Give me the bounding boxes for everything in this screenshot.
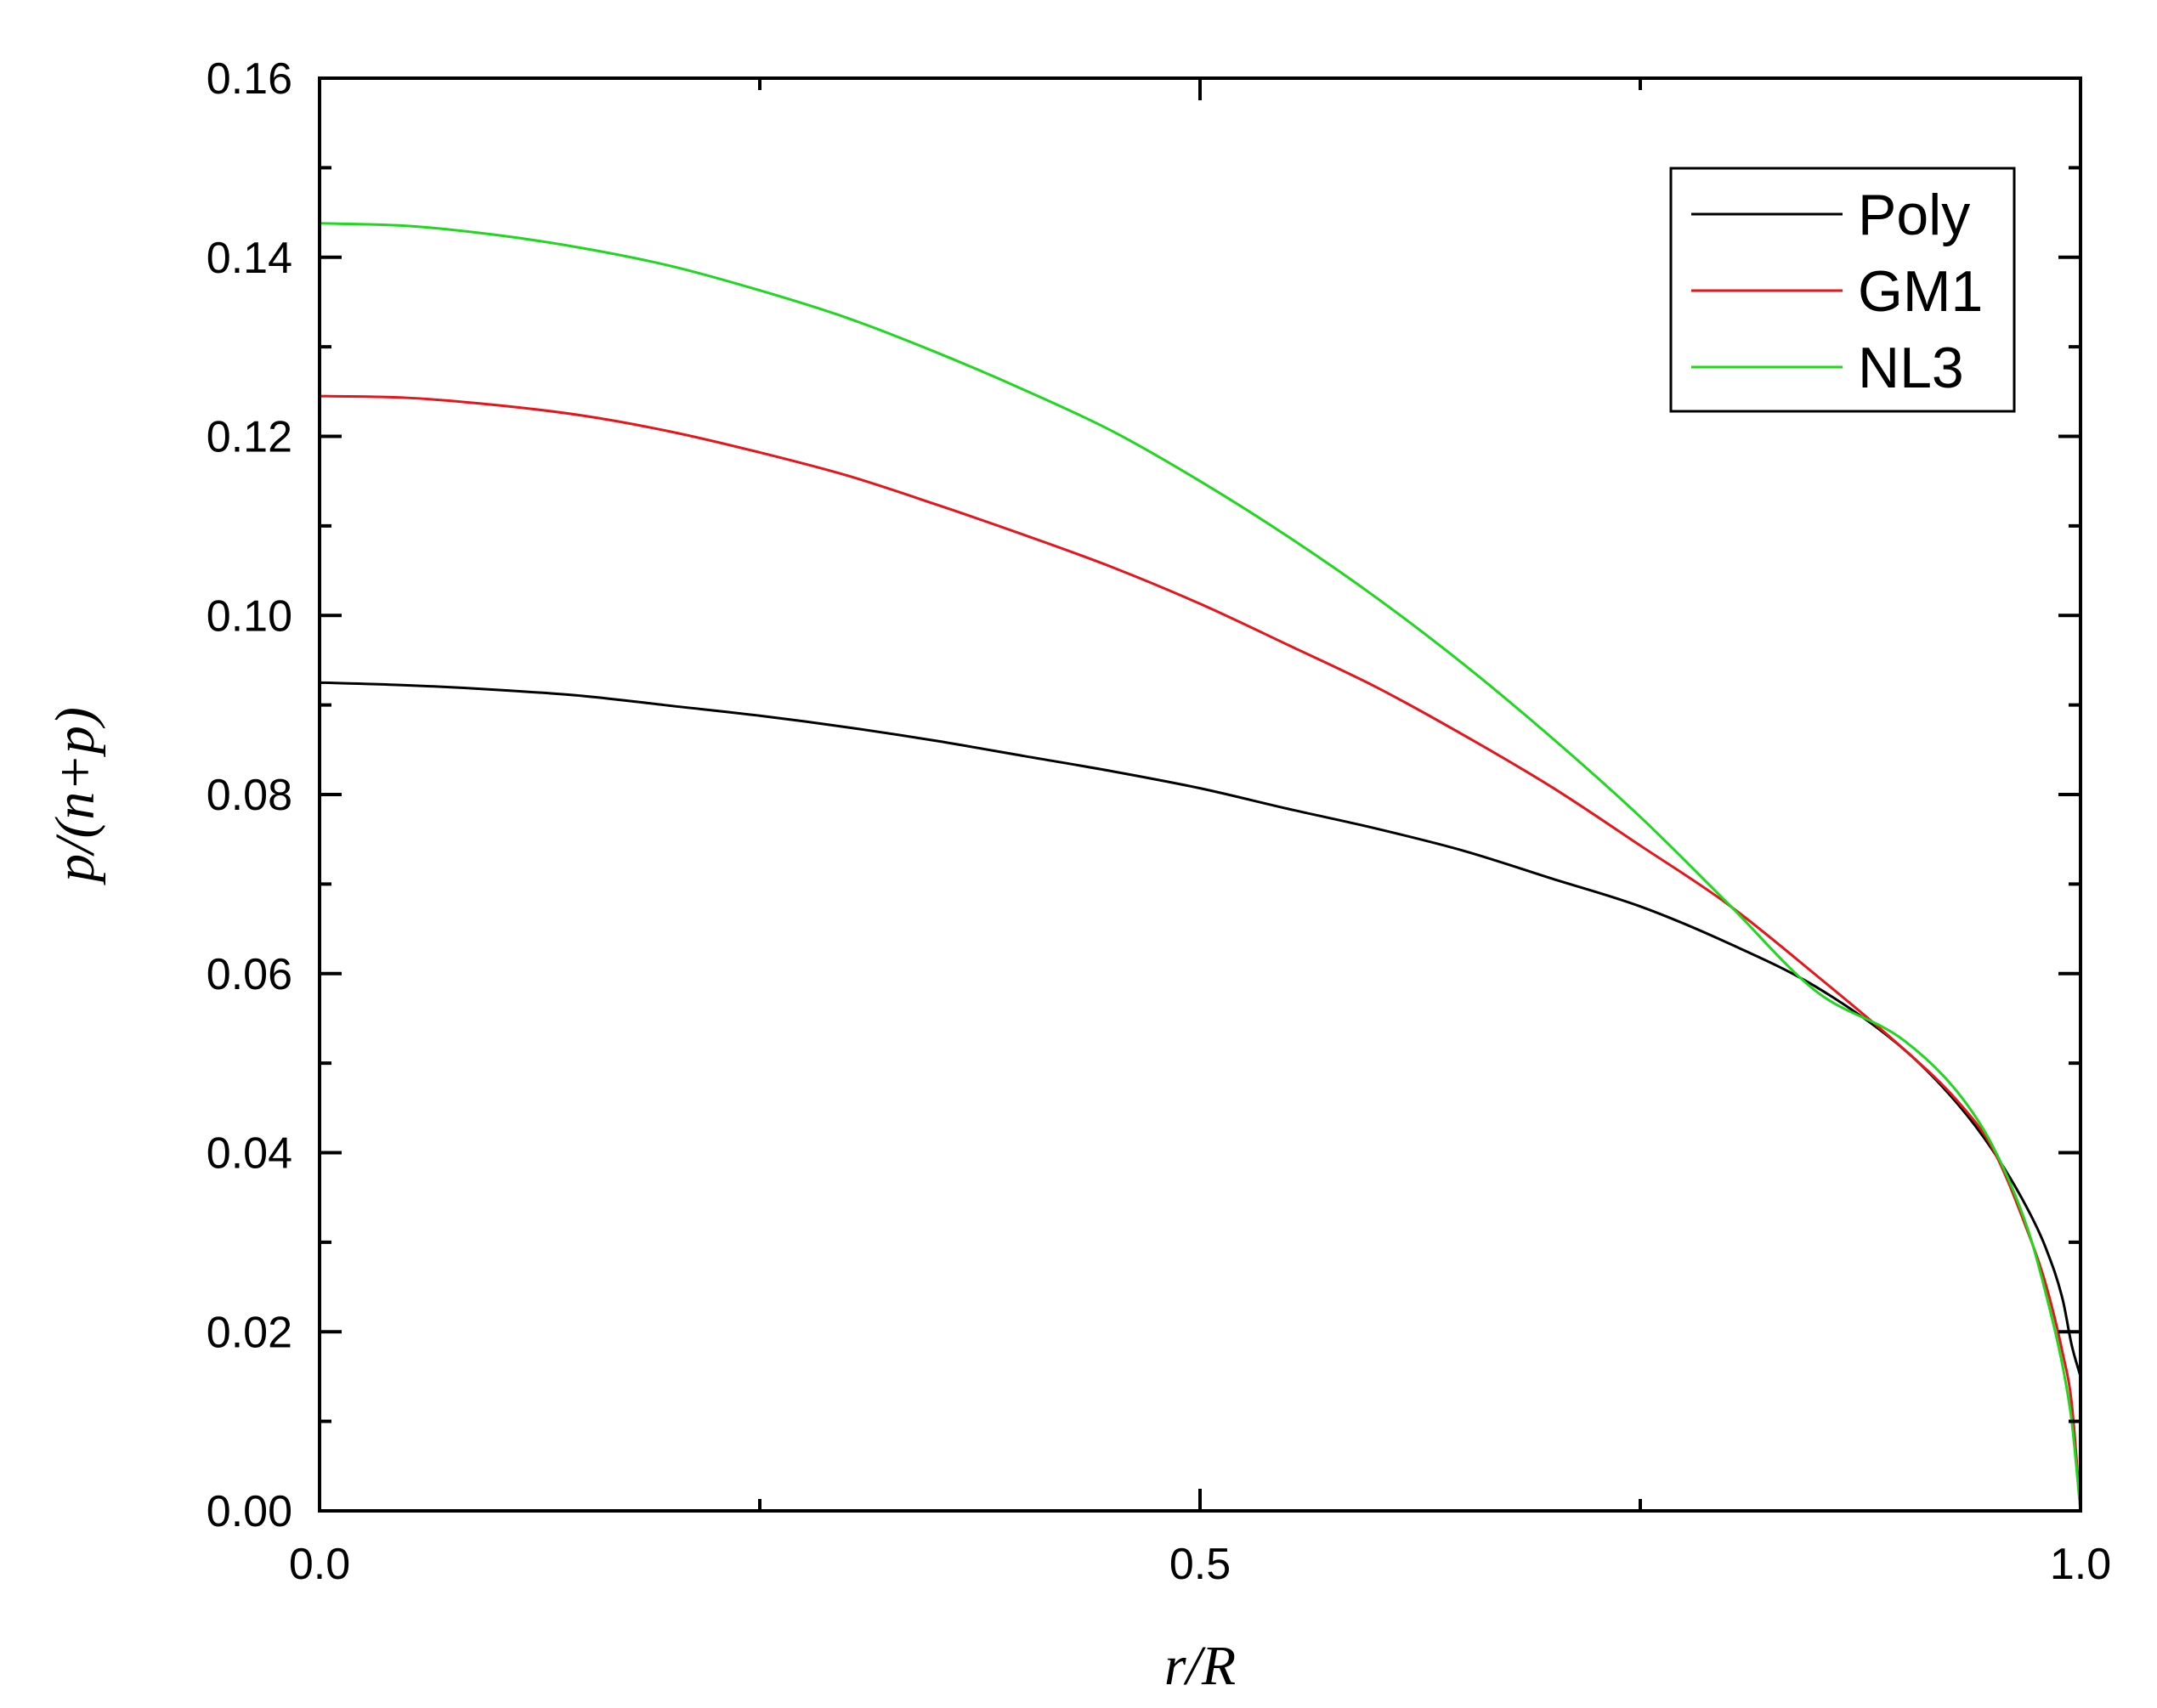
x-tick-label: 1.0 (2050, 1540, 2111, 1589)
y-tick-label: 0.04 (207, 1129, 292, 1179)
y-tick-label: 0.06 (207, 950, 292, 999)
tick-label-layer: 0.00 0.02 0.04 0.06 0.08 0.10 0.12 0.14 0.16 0.0 0… (207, 54, 2111, 1589)
series-line-poly (319, 681, 2082, 1377)
y-tick-label: 0.16 (207, 54, 292, 104)
y-axis-title: p/(n+p) (44, 707, 106, 885)
legend-label-gm1: GM1 (1858, 259, 1983, 324)
x-axis-title: r/R (1164, 1635, 1236, 1697)
series-line-gm1 (319, 394, 2082, 1512)
legend-items: Poly GM1 NL3 (1691, 183, 1983, 400)
series-line-nl3 (319, 222, 2082, 1512)
y-tick-label: 0.02 (207, 1308, 292, 1357)
x-tick-label: 0.0 (289, 1540, 350, 1589)
series-layer (319, 222, 2082, 1512)
legend-label-poly: Poly (1858, 183, 1970, 247)
y-tick-label: 0.10 (207, 591, 292, 641)
y-tick-label: 0.12 (207, 413, 292, 462)
y-tick-label: 0.14 (207, 234, 292, 283)
x-tick-label: 0.5 (1169, 1540, 1231, 1589)
legend-label-nl3: NL3 (1858, 336, 1964, 400)
y-tick-label: 0.00 (207, 1487, 292, 1536)
y-tick-label: 0.08 (207, 771, 292, 820)
tick-layer (318, 76, 2082, 1513)
legend: Poly GM1 NL3 (1669, 167, 2016, 413)
